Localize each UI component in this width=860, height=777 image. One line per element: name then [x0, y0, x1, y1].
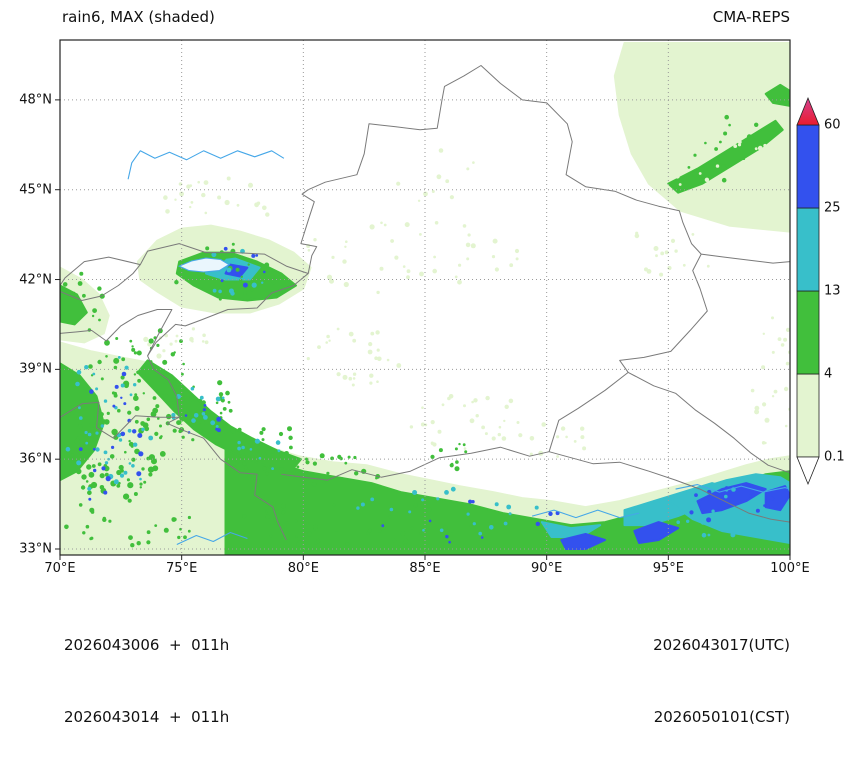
init-time-block: 2026043006 + 011h 2026043014 + 011h [64, 585, 229, 777]
y-tick-label: 42°N [19, 272, 52, 288]
x-tick-label: 90°E [531, 561, 563, 576]
x-tick-label: 85°E [409, 561, 441, 576]
y-tick-label: 39°N [19, 361, 52, 377]
tick-marks [55, 99, 791, 560]
x-tick-label: 70°E [44, 561, 76, 576]
init-time-cst: 2026043014 + 011h [64, 708, 230, 726]
y-tick-label: 45°N [19, 182, 52, 198]
colorbar [796, 96, 820, 486]
y-tick-label: 33°N [19, 541, 52, 557]
x-tick-label: 80°E [287, 561, 319, 576]
colorbar-tick-label: 0.1 [824, 449, 845, 465]
model-label: CMA-REPS [712, 8, 790, 26]
gridlines [60, 40, 790, 555]
valid-time-block: 2026043017(UTC) 2026050101(CST) [653, 585, 790, 777]
y-tick-label: 36°N [19, 451, 52, 467]
y-tick-label: 48°N [19, 92, 52, 108]
border-lines [60, 65, 790, 541]
x-tick-label: 100°E [770, 561, 810, 576]
colorbar-tick-label: 13 [824, 283, 841, 299]
colorbar-under-arrow [796, 456, 820, 486]
valid-time-utc: 2026043017(UTC) [653, 636, 790, 654]
map-canvas [55, 39, 820, 560]
colorbar-tick-label: 4 [824, 366, 833, 382]
precip-shading [60, 42, 790, 555]
init-time-utc: 2026043006 + 011h [64, 636, 230, 654]
colorbar-over-arrow [796, 96, 820, 126]
x-tick-label: 95°E [652, 561, 684, 576]
colorbar-tick-label: 25 [824, 200, 841, 216]
colorbar-tick-label: 60 [824, 117, 841, 133]
chart-title: rain6, MAX (shaded) [62, 8, 215, 26]
valid-time-cst: 2026050101(CST) [653, 708, 790, 726]
x-tick-label: 75°E [166, 561, 198, 576]
figure: rain6, MAX (shaded) CMA-REPS 2026043006 … [19, 8, 845, 726]
water-layer [127, 150, 790, 545]
